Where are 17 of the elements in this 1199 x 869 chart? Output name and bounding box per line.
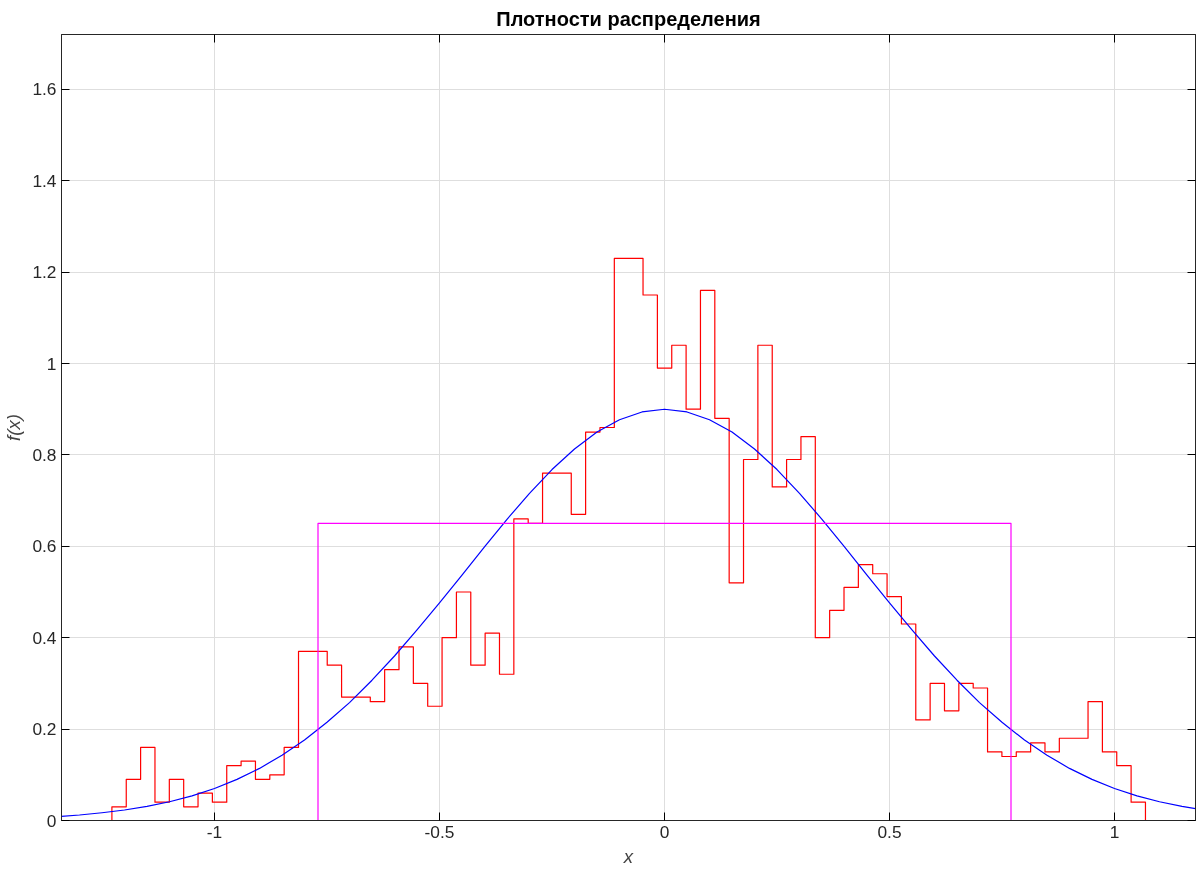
y-tick-label: 1.4 [32,170,57,191]
line-series [61,408,1196,817]
x-tick-label: 1 [1109,821,1120,842]
x-tick-label: -1 [206,821,223,842]
y-tick-label: 1 [46,353,57,374]
y-tick-label: 0.6 [32,536,57,557]
x-tick-label: 0 [659,821,670,842]
y-tick-label: 0.8 [32,444,57,465]
y-tick-label: 1.6 [32,79,57,100]
y-tick-label: 1.2 [32,262,57,283]
y-axis-title: f(x) [3,414,25,441]
y-tick-label: 0.2 [32,719,57,740]
x-tick-label: 0.5 [877,821,902,842]
x-tick-label: -0.5 [424,821,455,842]
y-tick-label: 0.4 [32,627,57,648]
x-axis-title: x [622,845,634,867]
chart-title: Плотности распределения [496,7,761,30]
